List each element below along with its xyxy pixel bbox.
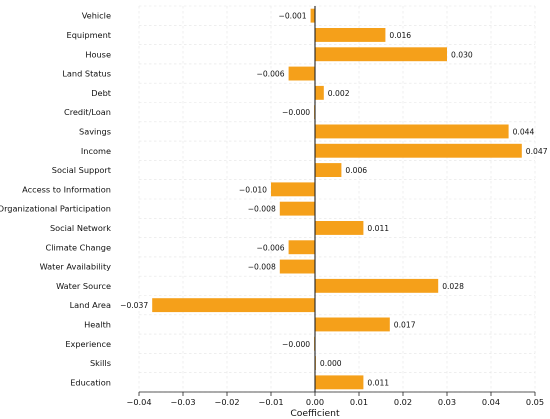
category-label-19: Skills [90, 358, 111, 368]
category-label-18: Experience [65, 339, 111, 349]
category-label-7: Savings [79, 126, 111, 136]
value-label-7: 0.044 [513, 127, 535, 136]
bar-11 [279, 201, 315, 216]
value-label-1: −0.001 [278, 12, 306, 21]
category-label-3: House [85, 49, 111, 59]
bar-10 [271, 182, 315, 197]
value-label-19: 0.000 [320, 359, 342, 368]
x-tick-label-8: 0.04 [482, 397, 500, 407]
value-label-4: −0.006 [256, 70, 284, 79]
value-label-17: 0.017 [394, 320, 416, 329]
bar-4 [288, 66, 315, 81]
x-tick-label-4: 0.00 [306, 397, 324, 407]
x-tick-label-9: 0.05 [526, 397, 544, 407]
bar-1 [310, 8, 315, 23]
bar-14 [279, 259, 315, 274]
category-label-5: Debt [91, 88, 112, 98]
labels: Vehicle −0.001 Equipment 0.016 House 0.030 Lan… [0, 11, 548, 407]
bar-16 [152, 298, 315, 313]
bar-9 [315, 163, 342, 177]
category-label-15: Water Source [56, 281, 111, 291]
value-label-12: 0.011 [367, 224, 389, 233]
value-label-5: 0.002 [328, 89, 350, 98]
category-label-9: Social Support [52, 165, 112, 175]
value-label-14: −0.008 [248, 263, 276, 272]
bar-5 [315, 85, 324, 100]
bar-12 [315, 221, 364, 235]
bar-2 [315, 28, 386, 42]
value-label-20: 0.011 [367, 378, 389, 387]
category-label-6: Credit/Loan [64, 107, 111, 117]
x-tick-label-7: 0.03 [438, 397, 456, 407]
value-label-18: −0.000 [282, 340, 310, 349]
x-tick-label-1: −0.03 [170, 397, 195, 407]
bar-17 [315, 317, 390, 332]
value-label-15: 0.028 [442, 282, 464, 291]
category-label-20: Education [70, 377, 111, 387]
axes [138, 6, 536, 396]
category-label-13: Climate Change [46, 242, 111, 252]
x-axis-title: Coefficient [290, 408, 340, 419]
category-label-12: Social Network [50, 223, 111, 233]
bar-13 [288, 240, 315, 255]
category-label-2: Equipment [67, 30, 112, 40]
value-label-2: 0.016 [389, 31, 411, 40]
value-label-9: 0.006 [345, 166, 367, 175]
x-tick-label-3: −0.01 [258, 397, 283, 407]
value-label-13: −0.006 [256, 243, 284, 252]
category-label-1: Vehicle [82, 11, 111, 21]
category-label-16: Land Area [70, 300, 111, 310]
x-tick-label-6: 0.02 [394, 397, 412, 407]
category-label-11: Organizational Participation [0, 204, 111, 214]
category-label-8: Income [81, 146, 111, 156]
category-label-17: Health [84, 319, 111, 329]
value-label-8: 0.047 [526, 147, 548, 156]
category-label-14: Water Availability [40, 262, 112, 272]
bars [152, 8, 522, 390]
value-label-16: −0.037 [120, 301, 148, 310]
value-label-6: −0.000 [282, 108, 310, 117]
bar-15 [315, 278, 439, 293]
value-label-3: 0.030 [451, 50, 473, 59]
value-label-11: −0.008 [248, 205, 276, 214]
x-tick-label-0: −0.04 [126, 397, 151, 407]
category-label-4: Land Status [62, 69, 111, 79]
grid [138, 5, 536, 393]
x-tick-label-5: 0.01 [350, 397, 368, 407]
value-label-10: −0.010 [239, 185, 267, 194]
category-label-10: Access to Information [22, 184, 111, 194]
bar-8 [315, 143, 522, 158]
bar-3 [315, 47, 447, 62]
x-tick-label-2: −0.02 [214, 397, 239, 407]
bar-20 [315, 375, 364, 390]
bar-7 [315, 124, 509, 139]
